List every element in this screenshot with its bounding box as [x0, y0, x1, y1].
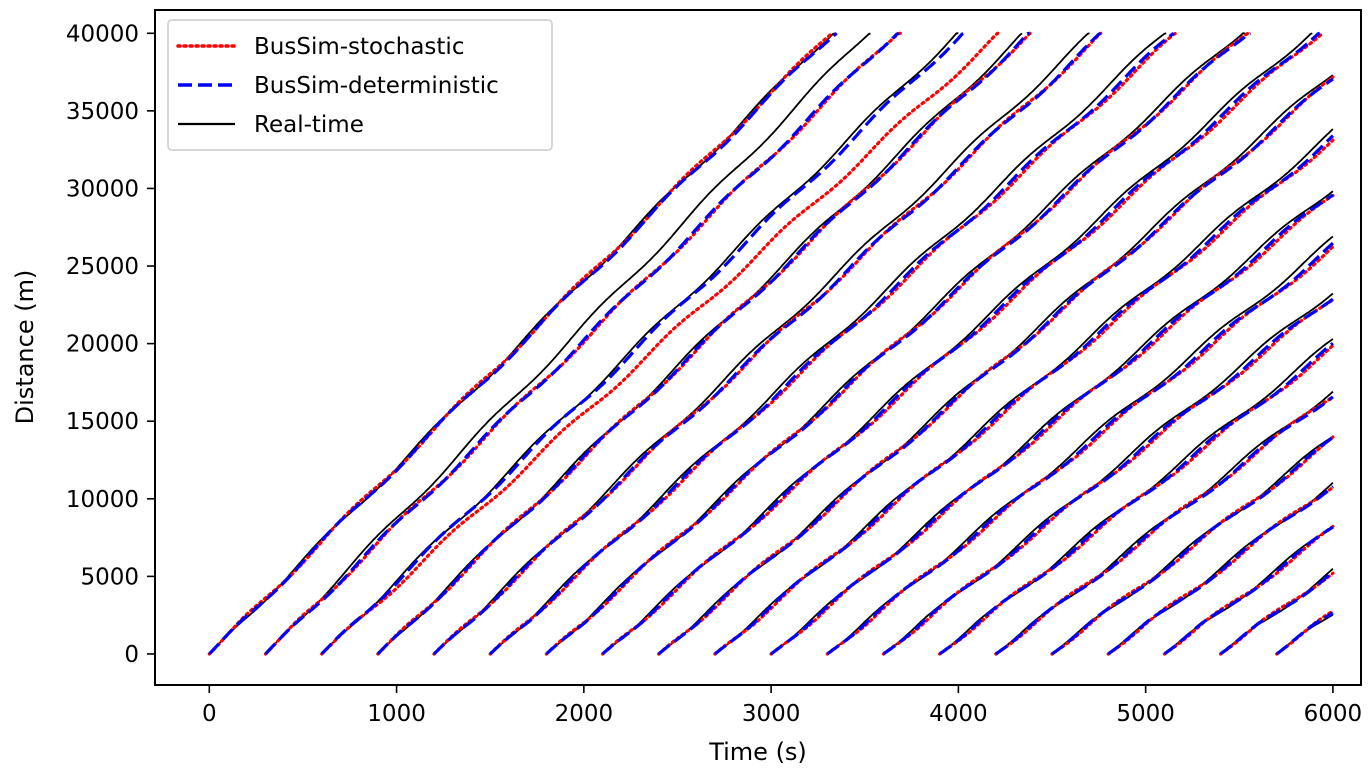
x-tick-label: 2000: [555, 701, 614, 727]
trajectory-dashed-line: [601, 31, 1321, 656]
y-tick-label: 30000: [66, 176, 139, 202]
y-tick-label: 5000: [80, 564, 139, 590]
legend-label-stochastic: BusSim-stochastic: [254, 34, 464, 60]
x-tick-label: 3000: [742, 701, 801, 727]
x-axis-label: Time (s): [708, 738, 807, 766]
x-tick-label: 0: [202, 701, 217, 727]
y-tick-label: 20000: [66, 332, 139, 358]
y-tick-label: 35000: [66, 99, 139, 125]
y-tick-label: 25000: [66, 254, 139, 280]
x-tick-label: 6000: [1304, 701, 1363, 727]
trajectory-dashed-line: [545, 31, 1251, 656]
trajectory-dashed-line: [1163, 525, 1334, 656]
trajectory-dotted-line: [601, 31, 1326, 656]
y-axis: 0 5000 10000 15000 20000 25000 30000 35000 40000: [66, 21, 155, 668]
trajectory-solid-line: [264, 32, 871, 655]
trajectory-dashed-line: [1051, 436, 1334, 656]
trajectory-lines: [207, 31, 1335, 656]
trajectory-dashed-line: [432, 31, 1102, 656]
trajectory-dashed-line: [826, 241, 1334, 656]
y-tick-label: 10000: [66, 487, 139, 513]
trajectory-dashed-line: [994, 395, 1334, 656]
legend-box: [167, 19, 553, 151]
trajectory-dashed-line: [1275, 611, 1334, 656]
trajectory-dashed-line: [376, 31, 1030, 656]
trajectory-dashed-line: [1219, 570, 1334, 656]
y-tick-label: 0: [124, 642, 139, 668]
trajectory-dashed-line: [320, 31, 965, 656]
trajectory-dashed-line: [713, 134, 1335, 656]
trajectory-dashed-line: [882, 297, 1334, 656]
plot-frame: [154, 9, 1362, 686]
trajectory-dashed-line: [208, 32, 838, 656]
trajectory-dashed-line: [489, 32, 1175, 656]
legend-label-deterministic: BusSim-deterministic: [254, 73, 499, 99]
y-tick-label: 15000: [66, 409, 139, 435]
x-tick-label: 1000: [367, 701, 426, 727]
trajectory-dashed-line: [657, 77, 1334, 656]
trajectory-dashed-line: [770, 193, 1334, 656]
x-axis: 0 1000 2000 3000 4000 5000 6000: [202, 685, 1362, 727]
trajectory-dashed-line: [264, 31, 900, 656]
legend-label-realtime: Real-time: [254, 112, 364, 138]
y-axis-label: Distance (m): [11, 270, 39, 425]
x-tick-label: 5000: [1116, 701, 1175, 727]
trajectory-dashed-line: [938, 341, 1334, 656]
legend: BusSim-stochastic BusSim-deterministic R…: [167, 19, 553, 151]
trajectory-solid-line: [602, 32, 1313, 655]
x-tick-label: 4000: [929, 701, 988, 727]
trajectory-dashed-line: [1107, 485, 1334, 656]
trajectory-dotted-line: [320, 31, 1000, 656]
y-tick-label: 40000: [66, 21, 139, 47]
